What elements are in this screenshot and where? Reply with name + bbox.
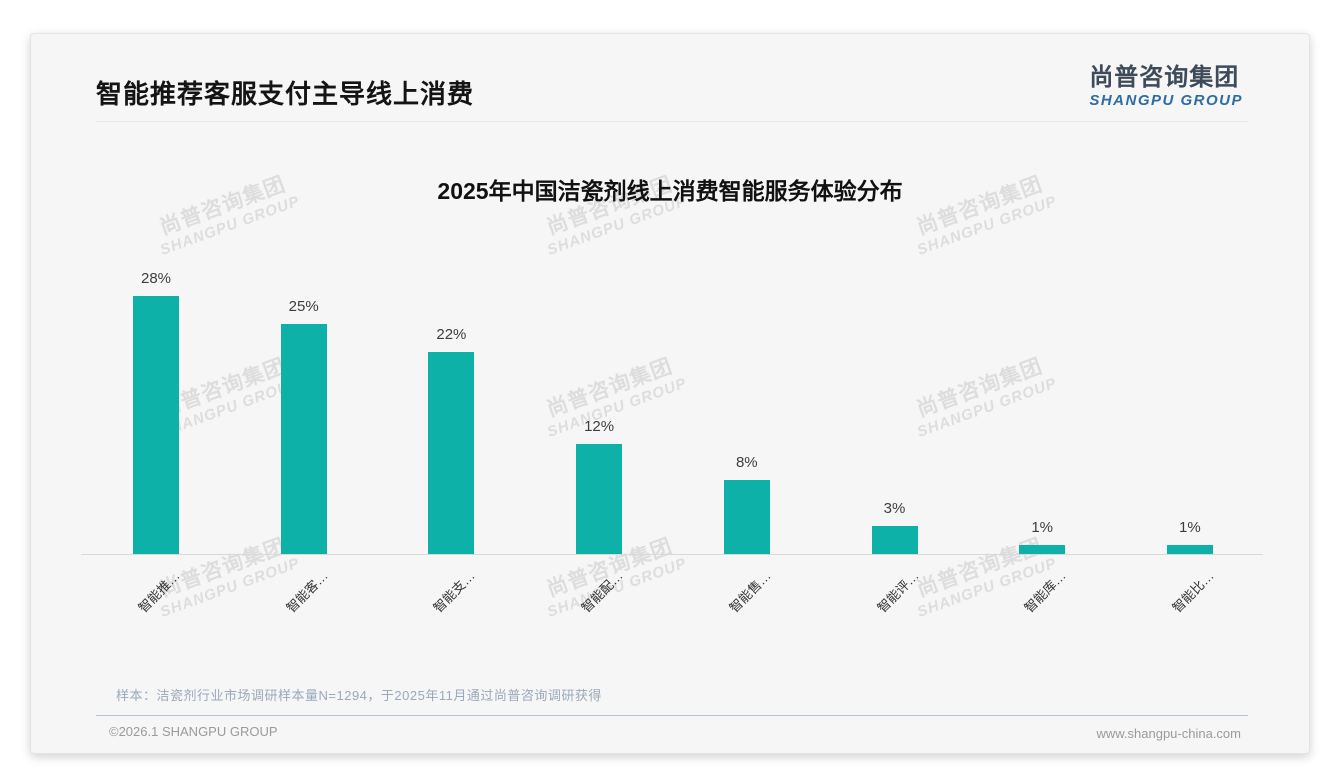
bar-value-label: 3% xyxy=(883,500,906,517)
x-axis-category-label: 智能客… xyxy=(283,568,331,616)
slide-card: 尚普咨询集团 SHANGPU GROUP 尚普咨询集团 SHANGPU GROUP 尚普… xyxy=(30,33,1310,754)
x-axis-category-label: 智能售… xyxy=(726,568,774,616)
page-title: 智能推荐客服支付主导线上消费 xyxy=(96,79,475,109)
bar xyxy=(280,324,327,554)
company-logo: 尚普咨询集团 SHANGPU GROUP xyxy=(1089,64,1243,110)
bar-value-label: 28% xyxy=(140,270,172,287)
logo-chinese-text: 尚普咨询集团 xyxy=(1089,64,1240,91)
bar-chart: 28% 智能推… 25% 智能客… 22% 智能支… 12% 智能配… 8% 智能售… 3% 智能评…… xyxy=(31,34,1309,753)
footer-website: www.shangpu-china.com xyxy=(1096,726,1241,741)
bar xyxy=(428,352,475,554)
footer-divider xyxy=(96,715,1248,716)
bar-value-label: 25% xyxy=(288,298,319,315)
x-axis-category-label: 智能比… xyxy=(1169,568,1217,616)
bar xyxy=(723,480,770,554)
chart-title: 2025年中国洁瓷剂线上消费智能服务体验分布 xyxy=(437,178,903,204)
logo-english-text: SHANGPU GROUP xyxy=(1089,92,1243,110)
bar-value-label: 1% xyxy=(1179,519,1201,536)
bar xyxy=(1019,545,1066,554)
footer-copyright: ©2026.1 SHANGPU GROUP xyxy=(109,724,278,739)
bar-value-label: 8% xyxy=(735,454,758,471)
title-underline xyxy=(96,121,1248,122)
bar-value-label: 22% xyxy=(436,326,467,343)
bar-value-label: 12% xyxy=(584,418,615,435)
x-axis-line xyxy=(81,554,1263,555)
x-axis-category-label: 智能评… xyxy=(873,568,922,616)
bar xyxy=(133,296,179,554)
x-axis-category-label: 智能库… xyxy=(1021,568,1069,616)
x-axis-category-label: 智能推… xyxy=(135,568,183,616)
bar xyxy=(871,526,918,554)
bar-value-label: 1% xyxy=(1031,519,1054,536)
bar xyxy=(1166,545,1213,554)
x-axis-category-label: 智能支… xyxy=(430,568,479,616)
bar xyxy=(576,444,623,554)
x-axis-category-label: 智能配… xyxy=(578,568,626,616)
sample-note: 样本：洁瓷剂行业市场调研样本量N=1294，于2025年11月通过尚普咨询调研获… xyxy=(116,688,602,703)
